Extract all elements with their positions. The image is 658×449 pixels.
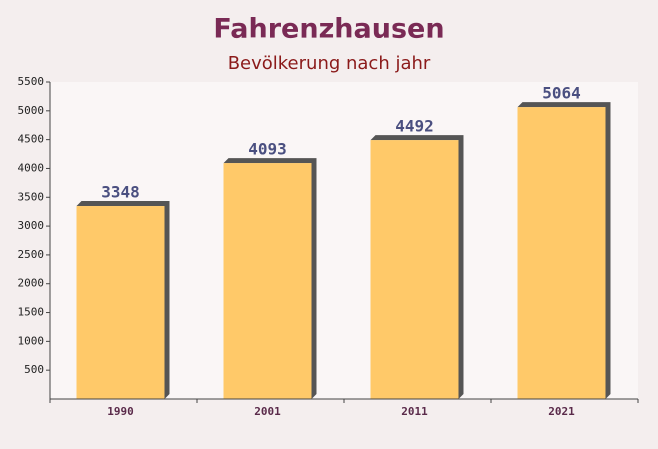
y-tick-label: 500 — [24, 363, 44, 376]
x-tick-label: 2021 — [548, 405, 575, 418]
y-tick-label: 3000 — [18, 219, 45, 232]
chart-subtitle: Bevölkerung nach jahr — [228, 53, 431, 74]
y-tick-label: 2500 — [18, 248, 45, 261]
x-tick-label: 2011 — [401, 405, 428, 418]
value-label: 3348 — [101, 183, 140, 202]
bar — [76, 206, 165, 399]
x-tick-label: 2001 — [254, 405, 281, 418]
y-tick-label: 1500 — [18, 306, 45, 319]
y-tick-label: 2000 — [18, 277, 45, 290]
bar — [370, 140, 459, 399]
bar — [517, 107, 606, 399]
value-label: 5064 — [542, 84, 581, 103]
y-tick-label: 5000 — [18, 104, 45, 117]
y-tick-label: 5500 — [18, 75, 45, 88]
value-label: 4492 — [395, 117, 434, 136]
bar — [223, 163, 312, 399]
value-label: 4093 — [248, 140, 287, 159]
y-tick-label: 3500 — [18, 190, 45, 203]
y-tick-label: 1000 — [18, 334, 45, 347]
y-tick-label: 4500 — [18, 133, 45, 146]
x-tick-label: 1990 — [107, 405, 134, 418]
y-tick-label: 4000 — [18, 161, 45, 174]
chart-title: Fahrenzhausen — [213, 14, 444, 45]
